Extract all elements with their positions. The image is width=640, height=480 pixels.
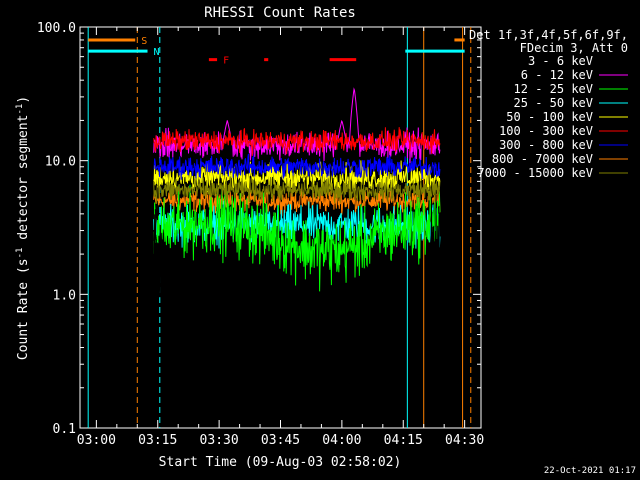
legend-entry-label: 12 - 25 keV xyxy=(514,82,593,96)
y-tick-label: 100.0 xyxy=(37,21,76,36)
series-trace-12-25keV xyxy=(153,184,441,292)
flag-label-F: F xyxy=(223,56,229,67)
chart-title: RHESSI Count Rates xyxy=(204,5,356,21)
series-trace-7000-15000keV xyxy=(153,176,441,204)
series-trace-100-300keV xyxy=(153,127,441,157)
legend-entry-label: 100 - 300 keV xyxy=(499,124,593,138)
legend-entry-label: 25 - 50 keV xyxy=(514,96,593,110)
legend-entry-label: 300 - 800 keV xyxy=(499,138,593,152)
series-trace-6-12keV xyxy=(153,87,441,164)
x-axis-label: Start Time (09-Aug-03 02:58:02) xyxy=(159,455,402,470)
x-tick-label: 03:00 xyxy=(77,433,116,448)
legend-entry-label: 3 - 6 keV xyxy=(528,54,593,68)
legend-entry-label: 6 - 12 keV xyxy=(521,68,593,82)
x-tick-label: 03:30 xyxy=(200,433,239,448)
legend-entry-label: 800 - 7000 keV xyxy=(492,152,593,166)
series-trace-50-100keV xyxy=(153,160,441,194)
y-axis-label: Count Rate (s-1 detector segment-1) xyxy=(15,96,31,360)
series-trace-3-6keV-1 xyxy=(429,193,441,308)
flag-label-N: N xyxy=(154,47,160,58)
series-trace-3-6keV-0 xyxy=(153,209,163,307)
x-tick-label: 04:15 xyxy=(384,433,423,448)
flag-label-S: S xyxy=(141,36,147,47)
y-tick-label: 10.0 xyxy=(45,155,76,170)
x-tick-label: 04:00 xyxy=(322,433,361,448)
legend-entry-label: 50 - 100 keV xyxy=(506,110,593,124)
x-tick-label: 03:45 xyxy=(261,433,300,448)
legend-entry-label: 7000 - 15000 keV xyxy=(477,166,593,180)
x-tick-label: 03:15 xyxy=(138,433,177,448)
series-trace-300-800keV xyxy=(153,153,441,180)
legend-header-line: FDecim 3, Att 0 xyxy=(520,41,628,55)
y-tick-label: 0.1 xyxy=(53,422,76,437)
x-tick-label: 04:30 xyxy=(445,433,484,448)
footer-timestamp: 22-Oct-2021 01:17 xyxy=(544,466,636,476)
y-tick-label: 1.0 xyxy=(53,288,76,303)
legend-header-line: Det 1f,3f,4f,5f,6f,9f, xyxy=(469,28,628,42)
